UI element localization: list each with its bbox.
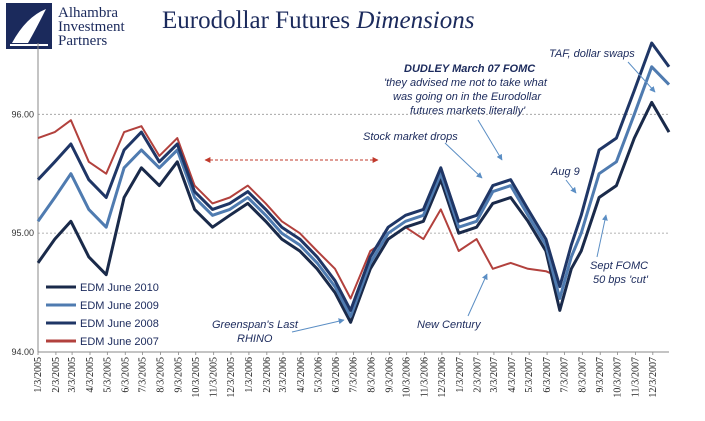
x-tick-label: 2/3/2006 (262, 357, 273, 393)
ship-sail-icon (6, 3, 52, 49)
taf-arrow (627, 61, 656, 93)
dudley-quote-1: 'they advised me not to take what (384, 77, 548, 89)
x-tick-label: 8/3/2005 (156, 357, 167, 393)
series-line (36, 100, 671, 324)
y-tick-label: 94.00 (11, 347, 34, 357)
x-tick-label: 9/3/2005 (173, 357, 184, 393)
x-tick-label: 5/3/2007 (524, 357, 535, 393)
stock-market-arrow (444, 142, 483, 179)
legend-label: EDM June 2007 (80, 336, 159, 348)
dudley-quote-2: was going on in the Eurodollar (393, 91, 542, 103)
logo-line-2: Investment (58, 19, 125, 35)
x-tick-label: 9/3/2007 (595, 357, 606, 393)
x-tick-label: 11/3/2006 (420, 357, 431, 397)
series-line (36, 65, 671, 318)
x-tick-label: 6/3/2005 (120, 357, 131, 393)
x-tick-label: 1/3/2005 (33, 357, 44, 393)
series-line (36, 41, 671, 312)
greenspan-label-2: RHINO (237, 333, 273, 345)
chart-title-italic: Dimensions (356, 7, 475, 34)
taf-label: TAF, dollar swaps (549, 48, 635, 60)
new-century-arrow (467, 273, 488, 317)
legend: EDM June 2010 EDM June 2009 EDM June 2008 E… (46, 282, 159, 348)
x-tick-label: 1/3/2006 (244, 357, 255, 393)
x-tick-label: 8/3/2006 (366, 357, 377, 393)
series-lines (36, 41, 671, 324)
x-tick-label: 6/3/2007 (542, 357, 553, 393)
x-tick-label: 11/3/2005 (209, 357, 220, 397)
x-tick-label: 3/3/2006 (278, 357, 289, 393)
aug9-arrow (565, 179, 577, 194)
dudley-arrow (477, 119, 503, 161)
x-tick-label: 7/3/2007 (559, 357, 570, 393)
x-tick-label: 6/3/2006 (331, 357, 342, 393)
sept-cut-label: 50 bps 'cut' (593, 274, 649, 286)
logo-line-3: Partners (58, 33, 108, 49)
greenspan-arrow (291, 318, 345, 333)
annotations: DUDLEY March 07 FOMC 'they advised me no… (204, 48, 656, 345)
sept-fomc-label: Sept FOMC (590, 260, 648, 272)
y-tick-label: 95.00 (11, 228, 34, 238)
x-tick-label: 7/3/2005 (138, 357, 149, 393)
legend-label: EDM June 2009 (80, 300, 159, 312)
x-tick-label: 4/3/2007 (507, 357, 518, 393)
sept-arrow (596, 214, 608, 258)
aug9-label: Aug 9 (550, 166, 580, 178)
series-line (37, 119, 555, 300)
x-tick-label: 12/3/2007 (648, 357, 659, 398)
logo: Alhambra Investment Partners (6, 3, 156, 49)
chart-title-main: Eurodollar Futures (162, 7, 357, 34)
logo-line-1: Alhambra (58, 5, 118, 21)
x-tick-label: 4/3/2006 (296, 357, 307, 393)
x-tick-label: 4/3/2005 (85, 357, 96, 393)
dudley-title: DUDLEY March 07 FOMC (404, 63, 536, 75)
x-tick-label: 7/3/2006 (349, 357, 360, 393)
x-tick-label: 1/3/2007 (455, 357, 466, 393)
x-tick-labels: 1/3/2005 2/3/2005 3/3/2005 4/3/2005 5/3/2005… (33, 352, 659, 398)
legend-label: EDM June 2008 (80, 318, 159, 330)
x-tick-label: 9/3/2006 (384, 357, 395, 393)
x-tick-label: 12/3/2005 (226, 357, 237, 398)
chart-title: Eurodollar Futures Dimensions (162, 7, 474, 35)
x-tick-label: 11/3/2007 (630, 357, 641, 397)
x-tick-label: 5/3/2006 (313, 357, 324, 393)
x-tick-label: 12/3/2006 (437, 357, 448, 398)
x-tick-label: 10/3/2007 (613, 357, 624, 398)
stock-market-label: Stock market drops (363, 131, 458, 143)
new-century-label: New Century (417, 319, 482, 331)
x-tick-label: 5/3/2005 (102, 357, 113, 393)
x-tick-label: 10/3/2005 (191, 357, 202, 398)
x-tick-label: 8/3/2007 (577, 357, 588, 393)
y-tick-label: 96.00 (11, 109, 34, 119)
x-tick-label: 2/3/2007 (473, 357, 484, 393)
y-tick-labels: 94.00 95.00 96.00 (11, 109, 34, 357)
x-tick-label: 3/3/2005 (67, 357, 78, 393)
dudley-quote-3: futures markets literally' (410, 105, 526, 117)
greenspan-label-1: Greenspan's Last (212, 319, 299, 331)
gridlines (38, 113, 669, 234)
x-tick-label: 10/3/2006 (402, 357, 413, 398)
x-tick-label: 2/3/2005 (51, 357, 62, 393)
legend-label: EDM June 2010 (80, 282, 159, 294)
x-tick-label: 3/3/2007 (489, 357, 500, 393)
